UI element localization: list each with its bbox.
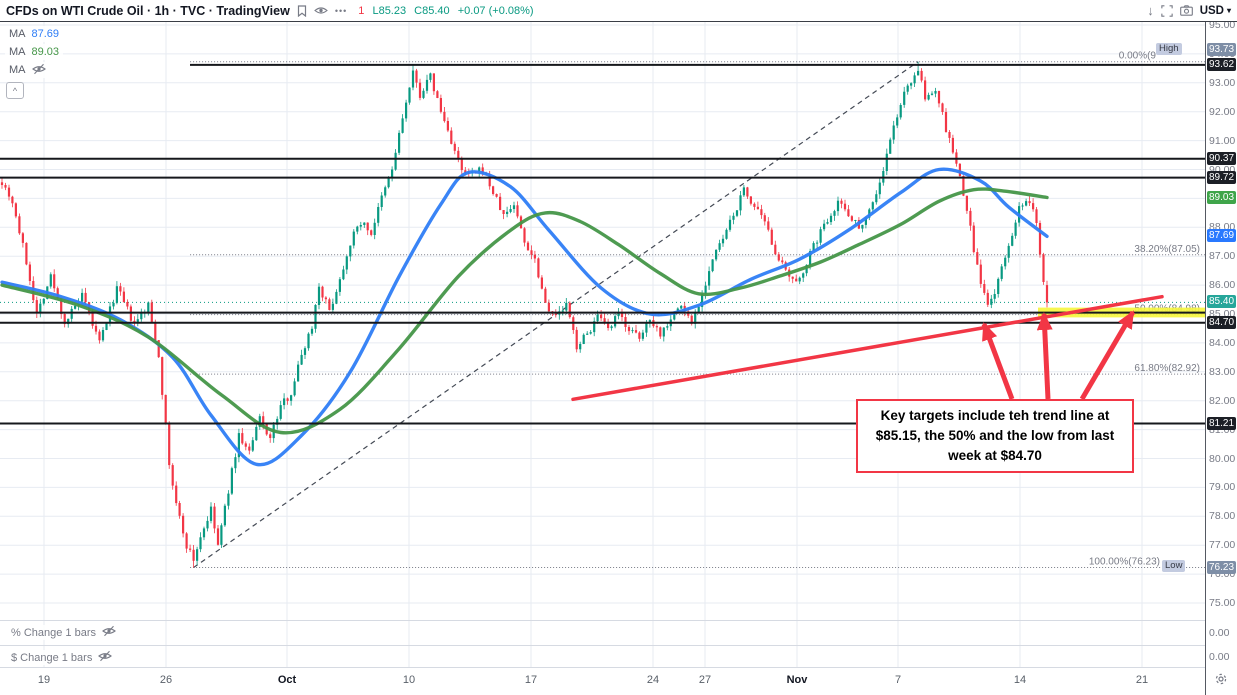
price-tick: 86.00 [1209, 279, 1236, 292]
annotation-note[interactable]: Key targets include teh trend line at $8… [856, 399, 1134, 473]
ohlc-close: C85.40 [414, 4, 450, 17]
settings-gear-icon[interactable] [1214, 672, 1228, 689]
fullscreen-icon[interactable] [1161, 4, 1173, 17]
price-label-badge: 89.72 [1207, 170, 1236, 184]
price-label-badge: 76.23 [1207, 560, 1236, 574]
chevron-down-icon: ▾ [1226, 6, 1231, 15]
time-axis[interactable]: 19 26 Oct 10 17 24 27 Nov 7 14 21 [0, 667, 1205, 695]
time-axis-label: 14 [1013, 674, 1027, 686]
currency-label: USD [1199, 4, 1224, 17]
svg-text:0.00%(9: 0.00%(9 [1119, 51, 1157, 62]
ohlc-readout: 1 L85.23 C85.40 +0.07 (+0.08%) [358, 5, 533, 17]
price-tick: 95.00 [1209, 19, 1236, 31]
price-label-badge: 87.69 [1207, 229, 1236, 243]
price-tick: 79.00 [1209, 481, 1236, 494]
price-label-badge: 81.21 [1207, 416, 1236, 430]
ohlc-low: L85.23 [372, 4, 407, 17]
pane-dollar-change-label: $ Change 1 bars [11, 651, 93, 664]
price-tick: 77.00 [1209, 539, 1236, 552]
price-tick: 84.00 [1209, 336, 1236, 349]
time-axis-label: 21 [1135, 674, 1149, 686]
price-label-badge: 90.37 [1207, 151, 1236, 165]
time-axis-label: 27 [698, 674, 712, 686]
pane-percent-change[interactable]: % Change 1 bars [8, 625, 119, 640]
chart-topbar: CFDs on WTI Crude Oil · 1h · TVC · Tradi… [0, 0, 1237, 22]
bookmark-icon[interactable] [297, 4, 307, 17]
price-tick: 91.00 [1209, 134, 1236, 147]
eye-slash-icon[interactable] [98, 650, 113, 665]
indicator-legend: MA 87.69 MA 89.03 MA ^ [5, 26, 64, 99]
ma2-label: MA [9, 46, 26, 58]
pane-value-tick: 0.00 [1209, 627, 1230, 639]
eye-slash-icon[interactable] [31, 63, 46, 78]
eye-slash-icon[interactable] [102, 625, 116, 640]
pane-value-tick: 0.00 [1209, 651, 1230, 663]
svg-text:61.80%(82.92): 61.80%(82.92) [1134, 363, 1200, 374]
time-axis-label: 26 [159, 674, 173, 686]
ma3-label: MA [9, 64, 26, 76]
screenshot-camera-icon[interactable] [1179, 5, 1193, 16]
ma2-value: 89.03 [31, 46, 60, 58]
price-label-badge: 93.62 [1207, 57, 1236, 71]
time-axis-label: 19 [37, 674, 51, 686]
high-marker-chip: High [1156, 43, 1182, 55]
pane-percent-change-label: % Change 1 bars [11, 626, 96, 639]
price-label-badge: 93.73 [1207, 42, 1236, 56]
price-label-badge: 84.70 [1207, 315, 1236, 329]
pane-dollar-change[interactable]: $ Change 1 bars [8, 650, 116, 665]
svg-text:38.20%(87.05): 38.20%(87.05) [1134, 244, 1200, 255]
price-tick: 78.00 [1209, 510, 1236, 523]
currency-selector[interactable]: USD ▾ [1200, 5, 1231, 17]
price-tick: 75.00 [1209, 597, 1236, 609]
eye-icon[interactable] [313, 5, 328, 16]
price-tick: 87.00 [1209, 250, 1236, 263]
time-axis-label: Oct [277, 674, 297, 686]
symbol-title[interactable]: CFDs on WTI Crude Oil · 1h · TVC · Tradi… [6, 3, 290, 18]
price-tick: 93.00 [1209, 76, 1236, 89]
time-axis-label: 17 [524, 674, 538, 686]
svg-text:100.00%(76.23): 100.00%(76.23) [1089, 557, 1160, 568]
time-axis-label: Nov [786, 674, 808, 686]
time-axis-label: 24 [646, 674, 660, 686]
legend-row-ma1[interactable]: MA 87.69 [5, 26, 64, 42]
price-tick: 92.00 [1209, 105, 1236, 118]
legend-row-ma2[interactable]: MA 89.03 [5, 44, 64, 60]
price-tick: 83.00 [1209, 365, 1236, 378]
ma1-value: 87.69 [31, 28, 60, 40]
time-axis-label: 7 [894, 674, 902, 686]
price-tick: 80.00 [1209, 452, 1236, 465]
legend-collapse-button[interactable]: ^ [6, 82, 24, 99]
price-tick: 82.00 [1209, 394, 1236, 407]
legend-row-ma3-hidden[interactable]: MA [5, 62, 50, 78]
ohlc-change: +0.07 (+0.08%) [457, 4, 534, 17]
time-axis-label: 10 [402, 674, 416, 686]
more-options-icon[interactable]: ••• [334, 5, 348, 16]
ma1-label: MA [9, 28, 26, 40]
low-marker-chip: Low [1162, 560, 1186, 572]
price-label-badge: 85.40 [1207, 295, 1236, 309]
ohlc-fragment: 1 [358, 4, 365, 17]
download-icon[interactable]: ↓ [1147, 2, 1154, 18]
price-label-badge: 89.03 [1207, 190, 1236, 204]
price-axis[interactable]: 95.0094.0093.0092.0091.0090.0089.0088.00… [1205, 19, 1237, 695]
